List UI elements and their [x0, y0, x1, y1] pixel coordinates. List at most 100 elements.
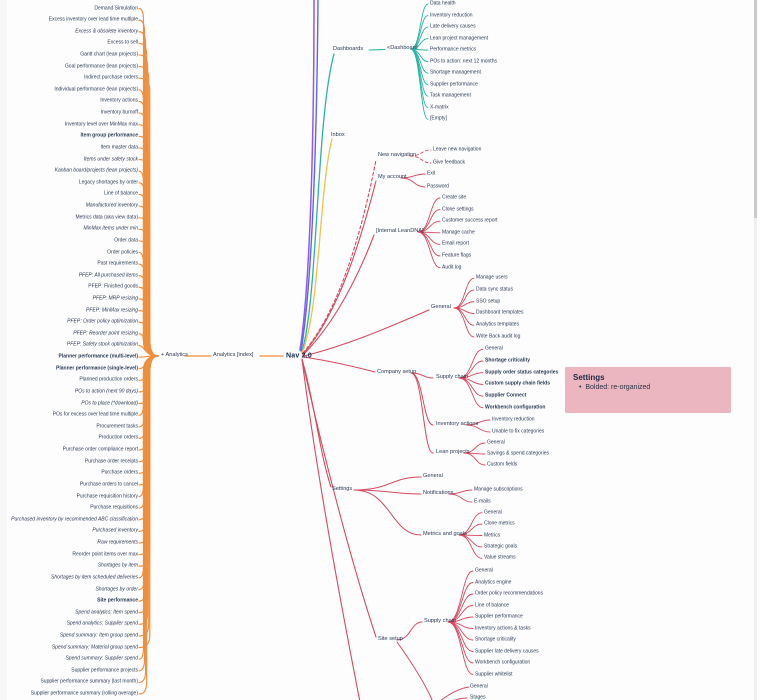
analytics-item[interactable]: Items under safety stock: [83, 156, 138, 163]
analytics-item[interactable]: Raw requirements: [97, 539, 138, 546]
analytics-item[interactable]: MinMax items under min: [83, 225, 138, 232]
analytics-item[interactable]: Shortages by item scheduled deliveries: [51, 574, 138, 581]
ss-supply-chain-item[interactable]: Order policy recommendations: [475, 590, 544, 597]
analytics-item[interactable]: Purchase requisition history: [76, 493, 138, 500]
analytics-item[interactable]: Gantt chart (lean projects): [80, 51, 138, 58]
analytics-item[interactable]: Purchased inventory: [92, 527, 138, 534]
general-item[interactable]: Manage users: [476, 274, 508, 281]
analytics-item[interactable]: Spend analytics: Item spend: [75, 609, 138, 616]
dashboard-item[interactable]: Task management: [430, 92, 471, 99]
analytics-item[interactable]: PFEP: MRP resizing: [92, 295, 138, 302]
analytics-item[interactable]: Purchase orders to cancel: [79, 481, 138, 488]
internal-leandna-item[interactable]: Create site: [442, 194, 467, 201]
cs-inventory-actions-item[interactable]: Inventory reduction: [492, 416, 535, 423]
analytics-item[interactable]: PFEP: MinMax resizing: [86, 307, 138, 314]
cs-supply-chain-item[interactable]: Custom supply chain fields: [485, 380, 551, 387]
analytics-item[interactable]: Inventory level over MinMax max: [64, 121, 138, 128]
cs-supply-chain-node[interactable]: Supply chain: [436, 374, 469, 381]
ss-supply-chain-item[interactable]: Supplier performance: [475, 613, 523, 620]
analytics-item[interactable]: Excess & obsolete inventory: [75, 28, 138, 35]
company-setup-node[interactable]: Company setup: [377, 369, 417, 376]
analytics-item[interactable]: Planner performance (single-level): [56, 365, 138, 372]
cs-supply-chain-item[interactable]: Supply order status categories: [485, 369, 559, 376]
new-navigation-item[interactable]: Leave new navigation: [433, 146, 482, 153]
analytics-item[interactable]: Site performance: [97, 597, 138, 604]
metrics-goals-item[interactable]: Value streams: [484, 554, 516, 561]
general-item[interactable]: Analytics templates: [476, 321, 520, 328]
ss-supply-chain-item[interactable]: Supplier late delivery causes: [475, 648, 539, 654]
analytics-item[interactable]: POs to action (next 90 days): [74, 388, 138, 395]
analytics-item[interactable]: Legacy shortages by order: [78, 179, 138, 186]
dashboard-item[interactable]: Late delivery causes: [430, 23, 476, 30]
my-account-item[interactable]: Exit: [427, 170, 436, 177]
metrics-goals-item[interactable]: General: [484, 509, 502, 516]
analytics-item[interactable]: Reorder point items over max: [72, 551, 138, 558]
analytics-item[interactable]: PFEP: All purchased items: [78, 272, 138, 279]
analytics-item[interactable]: Spend summary: Material group spend: [51, 644, 138, 651]
dashboard-item[interactable]: Performance metrics: [430, 46, 477, 53]
general-item[interactable]: Write Back audit log: [476, 333, 521, 340]
analytics-item[interactable]: Shortages by order: [95, 586, 138, 592]
internal-leandna-item[interactable]: Manage cache: [442, 229, 475, 236]
analytics-item[interactable]: Supplier performance summary (rolling av…: [30, 690, 138, 697]
analytics-item[interactable]: Purchased inventory by recommended ABC c…: [11, 516, 138, 523]
ss-supply-chain-item[interactable]: Shortage criticality: [475, 636, 516, 643]
metrics-goals-item[interactable]: Metrics: [484, 532, 501, 538]
analytics-item[interactable]: Item group performance: [80, 132, 138, 139]
cs-lean-projects-item[interactable]: Savings & spend categories: [487, 450, 549, 457]
analytics-item[interactable]: Order data: [114, 237, 138, 244]
ss-supply-chain-item[interactable]: Supplier whitelist: [475, 671, 513, 677]
dashboard-item[interactable]: X-matrix: [430, 104, 449, 111]
ss-supply-chain-node[interactable]: Supply chain: [424, 618, 457, 625]
cs-inventory-actions-item[interactable]: Unable to fix categories: [492, 428, 545, 435]
dashboard-item[interactable]: Supplier performance: [430, 81, 478, 88]
dashboard-item[interactable]: [Empty]: [430, 115, 447, 122]
ss-supply-chain-item[interactable]: Analytics engine: [475, 579, 512, 585]
analytics-item[interactable]: PFEP: Order policy optimization: [67, 318, 138, 325]
metrics-goals-node[interactable]: Metrics and goals: [423, 531, 467, 538]
analytics-item[interactable]: Spend summary: Supplier spend: [65, 655, 138, 662]
dashboard-sub-node[interactable]: <Dashboard: [387, 45, 418, 52]
analytics-item[interactable]: Inventory actions: [100, 97, 138, 104]
analytics-item[interactable]: Order policies: [107, 249, 138, 256]
analytics-item[interactable]: Manufactured inventory: [85, 202, 138, 209]
analytics-item[interactable]: PFEP: Finished goods: [88, 283, 138, 290]
notifications-item[interactable]: Manage subscriptions: [474, 486, 523, 493]
dashboard-item[interactable]: Lean project management: [430, 35, 489, 42]
analytics-item[interactable]: Supplier performance projects: [71, 667, 138, 674]
settings-annotation-note[interactable]: Settings • Bolded: re-organized: [565, 367, 731, 413]
analytics-item[interactable]: Spend analytics: Supplier spend: [66, 620, 138, 627]
dashboard-item[interactable]: Data health: [430, 0, 456, 7]
cs-lean-projects-item[interactable]: General: [487, 439, 505, 446]
settings-node[interactable]: Settings: [332, 486, 353, 493]
site-setup-node[interactable]: Site setup: [378, 636, 403, 643]
ss-overflow-item[interactable]: Stages: [470, 694, 486, 700]
analytics-item[interactable]: POs to place (*download): [81, 400, 138, 407]
internal-leandna-item[interactable]: Audit log: [442, 264, 462, 271]
internal-leandna-item[interactable]: Email report: [442, 240, 469, 247]
analytics-item[interactable]: Inventory burnoff: [100, 109, 138, 116]
analytics-plus-node[interactable]: + Analytics: [161, 352, 188, 359]
analytics-item[interactable]: Procurement tasks: [96, 423, 138, 430]
general-item[interactable]: Dashboard templates: [476, 309, 524, 316]
analytics-item[interactable]: Planner performance (multi-level): [58, 353, 138, 360]
metrics-goals-item[interactable]: Clone metrics: [484, 520, 515, 527]
new-navigation-node[interactable]: New navigation: [378, 152, 417, 159]
root-node[interactable]: Nav 2.0: [286, 352, 312, 360]
ss-supply-chain-item[interactable]: Workbench configuration: [475, 659, 531, 666]
cs-supply-chain-item[interactable]: Shortage criticality: [485, 357, 531, 364]
inbox-node[interactable]: Inbox: [331, 132, 345, 139]
analytics-item[interactable]: Metrics data (aka view data): [75, 214, 138, 221]
cs-supply-chain-item[interactable]: Workbench configuration: [485, 404, 546, 411]
analytics-item[interactable]: Shortages by item: [97, 562, 138, 569]
ss-supply-chain-item[interactable]: General: [475, 567, 493, 574]
analytics-item[interactable]: Production orders: [98, 434, 138, 441]
ss-supply-chain-item[interactable]: Line of balance: [475, 602, 509, 608]
analytics-item[interactable]: Goal performance (lean projects): [64, 63, 138, 70]
scrollbar-thumb[interactable]: [754, 0, 757, 218]
analytics-item[interactable]: Spend summary: Item group spend: [59, 632, 138, 639]
general-node[interactable]: General: [431, 304, 451, 311]
general-item[interactable]: SSO setup: [476, 298, 501, 305]
analytics-item[interactable]: PFEP: Reorder point resizing: [73, 330, 138, 337]
analytics-item[interactable]: PFEP: Safety stock optimization: [66, 341, 138, 348]
